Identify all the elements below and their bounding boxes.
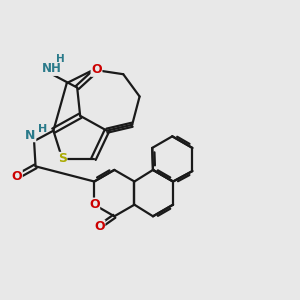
Text: O: O [91, 63, 102, 76]
Text: S: S [58, 152, 67, 165]
Text: N: N [25, 129, 36, 142]
Text: O: O [11, 170, 22, 183]
Text: O: O [94, 220, 105, 233]
Text: H: H [38, 124, 47, 134]
Text: O: O [89, 198, 100, 211]
Text: H: H [56, 54, 65, 64]
Text: NH: NH [42, 62, 62, 75]
